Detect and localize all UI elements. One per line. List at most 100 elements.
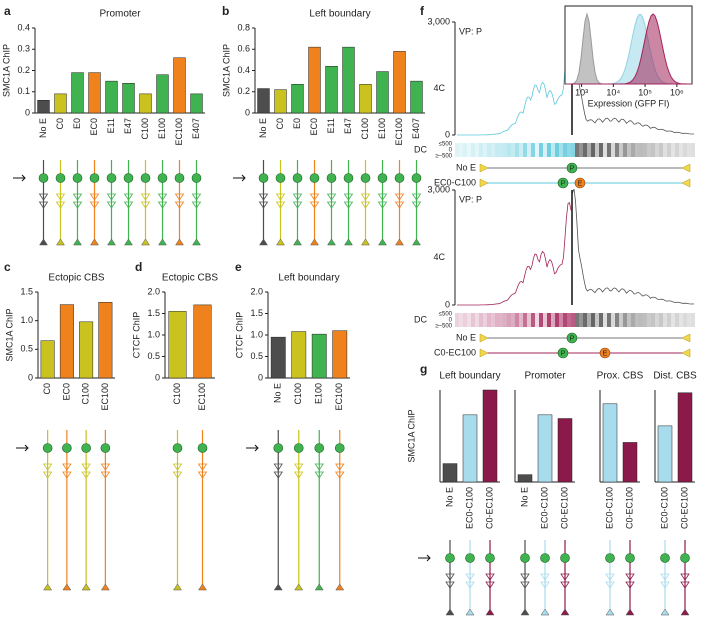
panel-title: Ectopic CBS: [48, 273, 104, 284]
y-tick-label: 1.0: [20, 315, 33, 325]
x-tick-label: EC100: [334, 383, 344, 411]
schematic-promoter: [62, 443, 72, 453]
schematic-promoter: [680, 553, 690, 563]
schematic-promoter: [38, 173, 49, 183]
y-tick-label: 1.5: [250, 308, 263, 318]
schematic-cbs: [394, 193, 405, 209]
x-tick-label: 10⁴: [606, 87, 620, 97]
schematic-promoter: [326, 173, 337, 183]
dc-cell: [679, 313, 683, 327]
dc-cell: [687, 143, 691, 157]
row-label: No E: [456, 332, 476, 342]
schematic-arrow: [418, 554, 431, 562]
dc-cell: [499, 143, 503, 157]
dc-cell: [523, 143, 527, 157]
schematic-cbs: [465, 573, 475, 589]
dc-cell: [547, 143, 551, 157]
schematic-end: [124, 238, 133, 246]
dc-cell: [551, 143, 555, 157]
dc-cell: [675, 143, 679, 157]
dc-cell: [683, 313, 687, 327]
dc-cell: [575, 313, 579, 327]
schematic-promoter: [605, 553, 615, 563]
dc-tick-label: ≥–500: [435, 154, 452, 160]
dc-cell: [511, 313, 515, 327]
schematic-promoter: [309, 173, 320, 183]
dc-cell: [655, 143, 659, 157]
bar: [359, 84, 372, 114]
schematic-end: [141, 238, 150, 246]
schematic-cbs: [680, 573, 690, 589]
dc-cell: [459, 143, 463, 157]
dc-cell: [555, 143, 559, 157]
dc-cell: [459, 313, 463, 327]
track-y-label: 4C: [433, 252, 445, 262]
bar: [40, 340, 55, 379]
dc-cell: [575, 143, 579, 157]
row-end: [479, 163, 691, 173]
schematic-cbs: [625, 573, 635, 589]
dc-cell: [635, 143, 639, 157]
dc-cell: [583, 143, 587, 157]
schematic-end: [327, 238, 336, 246]
y-axis-label: CTCF ChIP: [234, 312, 244, 359]
x-tick-label: C100: [360, 118, 370, 140]
x-tick-label: EC0-C100: [604, 487, 614, 529]
dc-cell: [519, 313, 523, 327]
row-label: No E: [456, 162, 476, 172]
dc-cell: [651, 313, 655, 327]
bar: [71, 72, 84, 114]
schematic-promoter: [343, 173, 354, 183]
promoter: [557, 177, 569, 189]
x-tick-label: E47: [123, 118, 133, 134]
dc-cell: [603, 313, 607, 327]
dc-cell: [591, 143, 595, 157]
y-tick-label: 0.5: [250, 351, 263, 361]
inset-distribution: [565, 13, 692, 85]
schematic-promoter: [42, 443, 53, 453]
dc-cell: [495, 313, 499, 327]
dc-cell: [619, 313, 623, 327]
x-tick-label: EC0-C100: [464, 487, 474, 529]
schematic-end: [192, 238, 201, 246]
schematic-promoter: [81, 443, 91, 453]
schematic-cbs: [326, 193, 337, 209]
dc-cell: [663, 143, 667, 157]
schematic-promoter: [292, 173, 303, 183]
bar: [308, 46, 321, 114]
trace-right: [572, 188, 695, 305]
dc-cell: [643, 143, 647, 157]
y-tick-label: 3,000: [427, 16, 450, 26]
schematic-promoter: [275, 173, 286, 183]
schematic-promoter: [191, 173, 202, 183]
y-tick-label: 1.0: [250, 329, 263, 339]
dc-cell: [527, 143, 531, 157]
dc-cell: [631, 143, 635, 157]
y-tick-label: 0.3: [17, 44, 30, 54]
dc-cell: [599, 143, 603, 157]
schematic-cbs: [275, 193, 286, 209]
promoter: [566, 332, 578, 344]
x-tick-label: No E: [38, 118, 48, 138]
dc-cell: [687, 313, 691, 327]
y-tick-label: 0: [245, 107, 250, 117]
dc-tick-label: 0: [449, 148, 453, 154]
promoter-label: P: [570, 335, 575, 342]
bar: [122, 83, 135, 114]
dc-cell: [559, 143, 563, 157]
dc-cell: [555, 313, 559, 327]
bar: [190, 93, 203, 114]
bar: [79, 321, 94, 379]
y-tick-label: 0.8: [237, 22, 250, 32]
dc-label: DC: [414, 144, 427, 154]
bar: [342, 46, 355, 114]
y-tick-label: 0.5: [147, 351, 160, 361]
schematic-promoter: [445, 553, 455, 563]
dc-cell: [619, 143, 623, 157]
x-tick-label: 10⁵: [638, 87, 652, 97]
dc-cell: [499, 313, 503, 327]
dc-cell: [579, 143, 583, 157]
dc-cell: [527, 313, 531, 327]
dc-cell: [547, 313, 551, 327]
bar: [442, 463, 458, 483]
